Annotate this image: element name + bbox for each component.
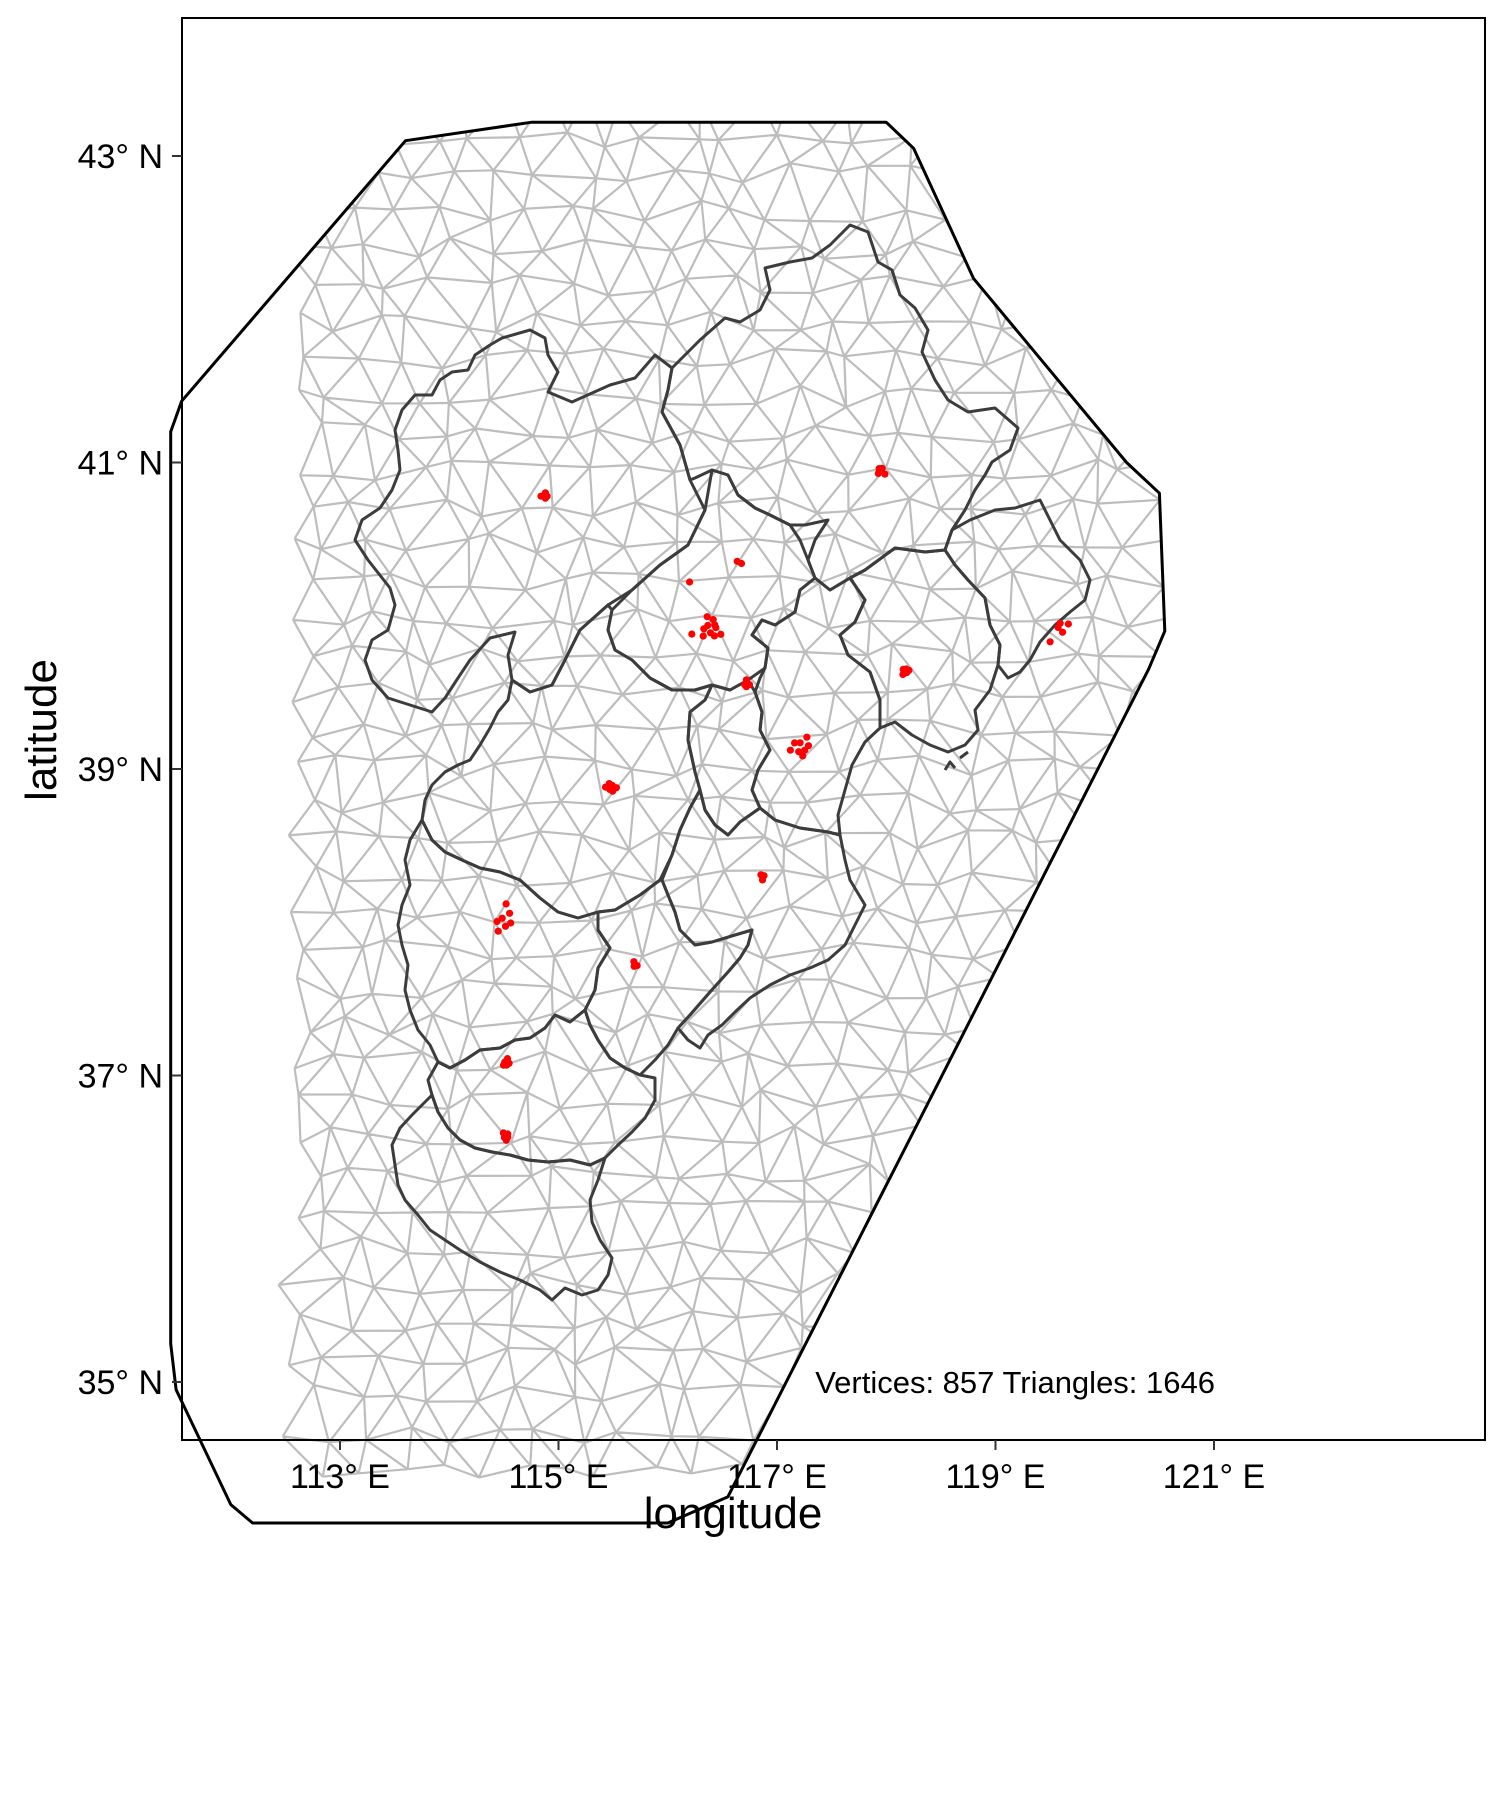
mesh-outer-boundary <box>169 120 1167 1525</box>
station-point <box>803 733 811 741</box>
station-point <box>741 681 749 689</box>
station-point <box>501 922 510 930</box>
station-point <box>1046 638 1054 646</box>
y-axis: 35° N 37° N 39° N 41° N 43° N <box>78 138 182 1402</box>
x-axis: 113° E 115° E 117° E 119° E 121° E <box>290 1440 1265 1496</box>
station-point <box>502 900 510 908</box>
station-point <box>688 630 696 638</box>
station-point <box>804 742 813 750</box>
station-point <box>717 630 725 638</box>
x-axis-title: longitude <box>644 1489 823 1538</box>
station-point <box>507 919 515 927</box>
station-point <box>881 470 889 478</box>
station-point <box>799 752 807 760</box>
station-point <box>699 632 707 640</box>
station-point <box>612 784 621 792</box>
station-point <box>796 739 804 747</box>
x-tick-label: 115° E <box>509 1458 609 1496</box>
station-point <box>712 624 720 632</box>
y-tick-label: 41° N <box>78 445 163 483</box>
prefecture-boundaries <box>353 223 1092 1302</box>
station-point <box>905 666 913 674</box>
station-point <box>494 927 502 935</box>
station-point <box>758 876 767 884</box>
x-tick-label: 119° E <box>946 1458 1046 1496</box>
station-point <box>541 494 550 502</box>
station-point <box>700 625 708 633</box>
station-point <box>1064 620 1072 628</box>
station-point <box>710 632 719 640</box>
station-point <box>630 958 638 966</box>
station-point <box>703 613 711 621</box>
station-point <box>786 746 795 754</box>
station-point <box>1056 619 1064 627</box>
x-tick-label: 121° E <box>1163 1458 1265 1496</box>
station-point <box>506 909 514 917</box>
station-point <box>1059 628 1067 636</box>
station-points <box>493 464 1072 1144</box>
mesh-edges <box>277 122 1165 1479</box>
y-tick-label: 37° N <box>78 1058 163 1096</box>
station-point <box>791 739 799 747</box>
region-zhangjiakou-outline <box>353 328 707 714</box>
region-qinhuangdao-outline <box>943 498 1092 680</box>
coastline-fragment <box>943 750 969 771</box>
mesh-stats-annotation: Vertices: 857 Triangles: 1646 <box>815 1365 1215 1400</box>
station-point <box>709 616 717 624</box>
y-tick-label: 35° N <box>78 1364 163 1402</box>
station-point <box>686 578 694 586</box>
station-point <box>499 1061 508 1069</box>
station-point <box>502 1136 510 1144</box>
region-handan-outline <box>390 1093 614 1302</box>
station-point <box>498 914 506 922</box>
x-tick-label: 113° E <box>290 1458 390 1496</box>
panel-border <box>181 17 1486 1441</box>
x-tick-label: 117° E <box>727 1458 827 1496</box>
station-point <box>737 559 746 568</box>
triangulation-mesh <box>277 122 1165 1479</box>
y-axis-title: latitude <box>17 659 66 801</box>
y-tick-label: 43° N <box>78 138 163 176</box>
y-tick-label: 39° N <box>78 751 163 789</box>
station-point <box>878 464 886 472</box>
station-point <box>874 469 882 477</box>
station-point <box>493 917 501 926</box>
